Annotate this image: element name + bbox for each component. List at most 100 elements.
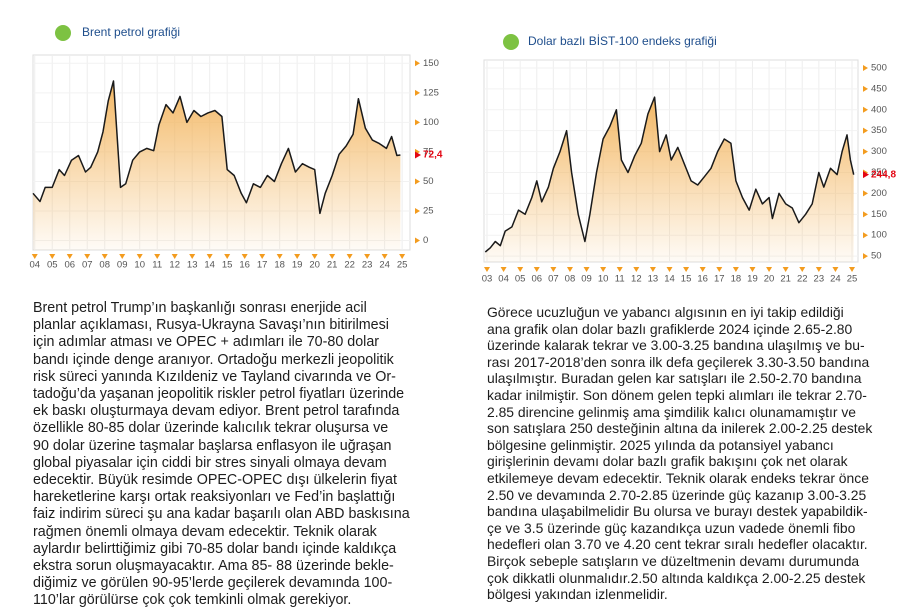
x-tick-mark [849,267,856,272]
x-tick-mark [732,267,739,272]
text-line: risk süreci yanında Kızıldeniz ve Taylan… [33,368,396,385]
x-tick-label: 13 [187,260,198,271]
text-line: diğimiz ve görülen 90-95’lerde geçilerek… [33,575,393,592]
article-right: Görece ucuzluğun ve yabancı algısının en… [487,304,872,603]
y-tick-mark [863,190,868,197]
x-tick-label: 11 [152,260,162,271]
x-tick-mark [294,254,301,259]
text-line: 90 dolar üzerine taşmalar başlarsa enfla… [33,437,392,454]
x-tick-label: 07 [82,260,93,271]
x-tick-mark [224,254,231,259]
text-line: Brent petrol Trump’ın başkanlığı sonrası… [33,300,367,316]
x-tick-label: 12 [169,260,180,271]
x-tick-label: 05 [515,274,526,285]
x-tick-mark [84,254,91,259]
x-tick-label: 08 [565,274,576,285]
x-tick-mark [136,254,143,259]
x-tick-label: 18 [274,260,285,271]
y-tick-mark [415,237,420,244]
text-line: girişlerinin devamı dolar bazlı grafik b… [487,453,848,470]
chart: Dolar bazlı BİST-100 endeks grafiği 03 04 0… [482,34,896,285]
y-tick-label: 100 [871,230,887,241]
x-tick-mark [399,254,406,259]
text-line: global piyasalar için ciddi bir stres si… [33,454,387,471]
y-tick-mark [863,232,868,239]
y-tick-label: 25 [423,206,434,217]
text-line: hareketlerine karşı ortak reaksiyonları … [33,489,396,506]
y-tick-mark [415,89,420,96]
y-tick-mark [415,178,420,185]
text-line: ana grafik olan dolar bazlı grafiklerde … [487,320,853,337]
text-line: Görece ucuzluğun ve yabancı algısının en… [487,304,844,320]
x-tick-mark [381,254,388,259]
y-tick-mark [415,208,420,214]
chart: Brent petrol grafiği 04 05 06 07 08 09 10 11 12 13… [29,25,443,271]
last-value-marker [863,171,869,179]
x-tick-label: 16 [239,260,250,271]
y-tick-mark [863,85,868,92]
area-fill [33,81,401,250]
x-tick-mark [206,254,213,259]
text-line: ekstra sorun oluşmayacaktır. Ama 85- 88 … [33,558,394,575]
x-tick-mark [749,267,756,272]
x-tick-mark [616,267,623,272]
y-tick-mark [863,106,868,113]
x-tick-mark [782,267,789,272]
x-tick-label: 19 [292,260,303,271]
x-tick-label: 21 [780,274,791,285]
x-tick-label: 18 [731,274,742,285]
x-tick-label: 15 [681,274,692,285]
y-tick-label: 500 [871,62,887,73]
text-line: etkilemeye devam edecektir. Teknik olara… [487,469,869,486]
x-tick-label: 23 [362,260,373,271]
x-tick-mark [600,267,607,272]
x-tick-mark [346,254,353,259]
text-line: ek baskı oluşturmaya devam ediyor. Brent… [33,403,400,420]
text-line: 2.50 ve devamında 2.70-2.85 üzerinde güç… [487,486,867,503]
y-tick-mark [863,127,868,134]
y-tick-mark [863,64,868,71]
x-tick-mark [517,267,524,272]
y-tick-label: 75 [423,146,434,157]
text-line: faiz indirim süreci şu ana kadar başarıl… [33,506,410,523]
title-dot [503,34,519,50]
x-tick-mark [241,254,248,259]
text-line: bölgesi yakından izlenmelidir. [487,586,668,603]
y-tick-label: 125 [423,87,439,98]
x-tick-mark [550,267,557,272]
x-tick-label: 20 [309,260,320,271]
x-tick-mark [329,254,336,259]
chart-title: Dolar bazlı BİST-100 endeks grafiği [528,34,717,48]
y-tick-label: 200 [871,188,887,199]
y-tick-label: 400 [871,104,887,115]
x-tick-label: 04 [29,260,40,271]
x-tick-label: 11 [615,274,625,285]
x-tick-label: 24 [830,274,841,285]
y-tick-label: 150 [423,58,439,69]
x-tick-label: 19 [747,274,758,285]
x-tick-mark [154,254,161,259]
text-line: 2.85 direncine gelinmiş ama şimdilik kal… [487,403,857,420]
x-tick-mark [171,254,178,259]
x-tick-label: 09 [581,274,592,285]
text-line: planlar açıklaması, Rusya-Ukrayna Savaşı… [33,317,389,334]
y-tick-label: 250 [871,167,887,178]
x-tick-label: 14 [204,260,215,271]
x-tick-mark [533,267,540,272]
x-tick-label: 25 [847,274,858,285]
text-line: bandına ulaşabilmelidir Bu olursa ve bur… [487,503,868,520]
x-tick-mark [799,267,806,272]
x-tick-mark [500,267,507,272]
x-tick-mark [119,254,126,259]
y-tick-label: 50 [423,176,434,187]
text-line: tadoğu’da yaşanan jeopolitik riskler pet… [33,386,405,403]
x-tick-mark [566,267,573,272]
last-value-label: 244,8 [871,169,896,180]
x-tick-mark [189,254,196,259]
x-tick-label: 05 [47,260,58,271]
y-tick-label: 350 [871,125,887,136]
y-tick-mark [415,60,420,67]
text-line: bandı içinde denge aranıyor. Ortadoğu me… [33,351,394,368]
x-tick-mark [66,254,73,259]
x-tick-mark [583,267,590,272]
